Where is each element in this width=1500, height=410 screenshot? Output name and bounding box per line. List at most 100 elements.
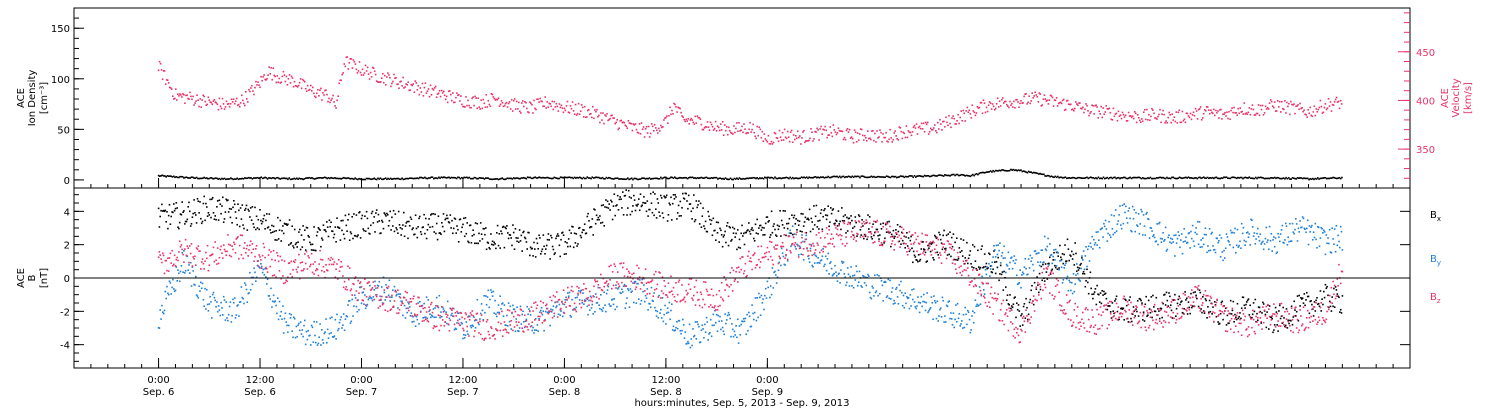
- by-point: [1173, 234, 1175, 237]
- by-point: [827, 252, 829, 255]
- density-point: [783, 177, 785, 179]
- by-point: [722, 330, 725, 333]
- density-point: [847, 175, 850, 178]
- by-point: [457, 312, 460, 314]
- by-point: [1122, 222, 1125, 225]
- bx-point: [801, 230, 803, 233]
- bx-point: [1076, 270, 1078, 272]
- density-point: [346, 177, 349, 179]
- bx-point: [879, 234, 881, 236]
- density-point: [686, 177, 689, 180]
- by-point: [388, 279, 391, 282]
- velocity-point: [264, 78, 266, 81]
- bx-point: [509, 234, 512, 236]
- bx-point: [1109, 305, 1111, 307]
- velocity-point: [940, 123, 942, 125]
- by-point: [1191, 224, 1194, 227]
- bx-point: [918, 260, 921, 262]
- by-point: [826, 258, 829, 260]
- density-point: [974, 173, 977, 176]
- bx-point: [844, 214, 846, 216]
- by-point: [782, 255, 785, 258]
- bx-point: [247, 208, 249, 211]
- by-point: [676, 327, 679, 330]
- velocity-point: [432, 89, 435, 91]
- bx-point: [1250, 317, 1252, 319]
- velocity-point: [782, 139, 785, 141]
- velocity-point: [820, 125, 822, 128]
- density-point: [599, 177, 601, 179]
- density-point: [587, 177, 590, 179]
- density-point: [181, 176, 184, 178]
- by-point: [162, 312, 165, 315]
- by-point: [469, 325, 472, 327]
- bx-point: [603, 225, 605, 227]
- velocity-point: [188, 98, 190, 100]
- velocity-point: [519, 110, 521, 113]
- by-point: [1123, 203, 1125, 205]
- by-point: [1168, 234, 1170, 236]
- velocity-point: [1257, 104, 1260, 106]
- by-point: [1119, 205, 1121, 207]
- density-point: [596, 176, 599, 179]
- bx-point: [1122, 307, 1125, 310]
- density-point: [956, 173, 959, 176]
- by-point: [330, 332, 332, 334]
- bx-point: [170, 215, 172, 218]
- by-point: [1005, 271, 1007, 274]
- bx-point: [764, 222, 767, 225]
- bx-point: [936, 251, 939, 254]
- by-point: [855, 265, 857, 267]
- density-point: [1031, 172, 1034, 174]
- by-point: [371, 299, 374, 302]
- bx-point: [670, 196, 672, 199]
- density-point: [586, 176, 589, 178]
- density-point: [242, 178, 245, 180]
- by-point: [1135, 211, 1137, 214]
- by-point: [277, 318, 280, 321]
- bx-point: [702, 207, 704, 209]
- velocity-point: [814, 130, 816, 133]
- by-point: [1002, 257, 1005, 259]
- velocity-point: [740, 129, 742, 131]
- density-point: [770, 176, 772, 179]
- by-point: [1248, 233, 1251, 235]
- bx-point: [1049, 256, 1051, 259]
- by-point: [219, 314, 222, 317]
- bx-point: [633, 199, 636, 201]
- by-point: [954, 318, 956, 321]
- by-point: [594, 293, 597, 295]
- density-point: [888, 176, 890, 178]
- by-point: [895, 288, 897, 290]
- bx-point: [1012, 303, 1015, 305]
- density-point: [283, 177, 285, 179]
- by-point: [625, 302, 627, 305]
- bx-point: [1147, 299, 1150, 302]
- by-point: [763, 308, 765, 311]
- by-point: [240, 286, 243, 288]
- bx-point: [1209, 310, 1212, 313]
- bx-point: [1067, 248, 1070, 250]
- velocity-point: [1333, 101, 1336, 103]
- density-point: [693, 177, 695, 179]
- bx-point: [853, 225, 856, 228]
- velocity-point: [523, 105, 525, 108]
- bx-point: [1179, 303, 1181, 306]
- density-point: [1123, 176, 1125, 179]
- bx-point: [837, 210, 840, 212]
- velocity-point: [1286, 101, 1288, 104]
- bx-point: [674, 194, 676, 196]
- density-point: [1240, 176, 1243, 179]
- velocity-point: [1285, 112, 1287, 114]
- velocity-point: [649, 132, 652, 135]
- bx-point: [353, 213, 355, 215]
- density-point: [516, 177, 519, 179]
- velocity-point: [639, 133, 642, 135]
- density-point: [883, 176, 885, 178]
- by-point: [205, 308, 207, 310]
- bx-point: [604, 206, 606, 208]
- density-point: [359, 178, 361, 180]
- by-point: [525, 318, 528, 321]
- by-point: [509, 305, 512, 308]
- bx-point: [1211, 313, 1213, 315]
